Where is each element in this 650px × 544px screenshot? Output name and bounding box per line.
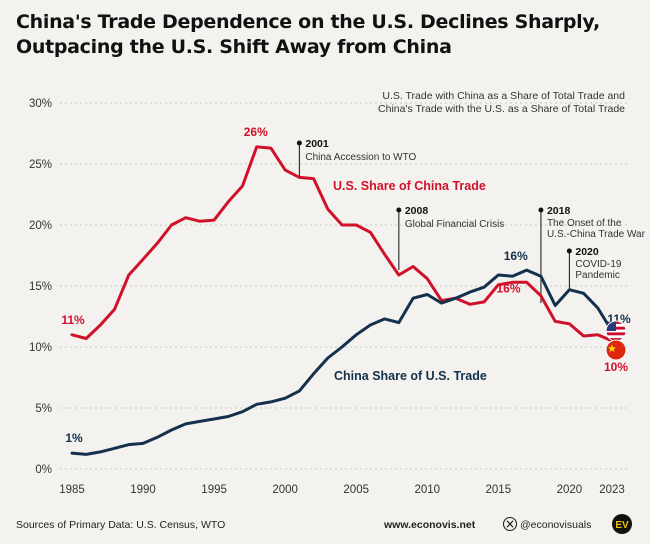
y-tick-label-25: 25%: [29, 159, 52, 171]
chart-subtitle-line2: China's Trade with the U.S. as a Share o…: [378, 103, 625, 115]
y-tick-label-5: 5%: [35, 403, 52, 415]
grid: [60, 102, 630, 470]
chart-title: China's Trade Dependence on the U.S. Dec…: [16, 10, 616, 60]
series-label-china-share-of-us-trade: China Share of U.S. Trade: [334, 369, 487, 383]
annotation-dot-2008: [396, 207, 402, 213]
website-link[interactable]: www.econovis.net: [383, 519, 476, 531]
series-line-us-share-of-china-trade: [70, 145, 614, 343]
annotation-label-2001: China Accession to WTO: [305, 152, 416, 163]
us-flag-icon: [605, 320, 627, 342]
annotation-year-2008: 2008: [405, 205, 429, 217]
y-tick-label-10: 10%: [29, 342, 52, 354]
series-lines: [70, 145, 614, 456]
x-tick-label-2020: 2020: [557, 484, 583, 496]
data-label-2017-china-share: 16%: [504, 249, 528, 263]
annotation-year-2020: 2020: [575, 246, 599, 258]
chart-title-line2: Outpacing the U.S. Shift Away from China: [16, 36, 452, 58]
data-label-1998-us-share: 26%: [244, 125, 268, 139]
data-labels: 11%26%16%10%1%16%11%: [61, 125, 631, 445]
chart-title-line1: China's Trade Dependence on the U.S. Dec…: [16, 11, 600, 33]
econovis-logo: EV: [612, 514, 632, 534]
x-tick-label-2005: 2005: [343, 484, 369, 496]
annotation-dot-2018: [538, 207, 544, 213]
x-tick-label-1995: 1995: [201, 484, 227, 496]
data-label-2023-us-share: 10%: [604, 360, 628, 374]
series-label-us-share-of-china-trade: U.S. Share of China Trade: [333, 179, 486, 193]
y-tick-label-30: 30%: [29, 98, 52, 110]
annotation-2001: 2001 China Accession to WTO: [296, 138, 417, 178]
source-note: Sources of Primary Data: U.S. Census, WT…: [16, 519, 225, 531]
x-tick-label-2010: 2010: [414, 484, 440, 496]
annotation-label-2008: Global Financial Crisis: [405, 219, 504, 230]
x-tick-label-2023: 2023: [599, 484, 625, 496]
x-axis-ticks: 1985 1990 1995 2000 2005 2010 2015 2020 2023: [59, 484, 625, 496]
x-logo-icon: [502, 516, 518, 532]
data-label-2016-us-share: 16%: [497, 281, 521, 295]
x-tick-label-2015: 2015: [486, 484, 512, 496]
annotation-2008: 2008 Global Financial Crisis: [396, 205, 504, 270]
chart-subtitle-line1: U.S. Trade with China as a Share of Tota…: [382, 90, 625, 102]
y-axis-ticks: 0% 5% 10% 15% 20% 25% 30%: [29, 98, 52, 476]
china-flag-icon: [605, 339, 627, 361]
x-tick-label-2000: 2000: [272, 484, 298, 496]
annotation-label-2020: COVID-19 Pandemic: [575, 259, 622, 281]
y-tick-label-20: 20%: [29, 220, 52, 232]
series-line-china-share-of-us-trade: [70, 268, 614, 456]
annotation-dot-2020: [566, 248, 572, 254]
social-handle[interactable]: @econovisuals: [520, 519, 591, 531]
y-tick-label-15: 15%: [29, 281, 52, 293]
econovis-logo-text: EV: [615, 520, 629, 531]
y-tick-label-0: 0%: [35, 464, 52, 476]
data-label-1985-us-share: 11%: [61, 313, 85, 327]
x-tick-label-1990: 1990: [130, 484, 156, 496]
annotation-year-2018: 2018: [547, 205, 571, 217]
annotations: 2001 China Accession to WTO 2008 Global Fin…: [296, 138, 646, 303]
annotation-year-2001: 2001: [305, 138, 329, 150]
data-label-1985-china-share: 1%: [65, 431, 83, 445]
annotation-label-2018: The Onset of the U.S.-China Trade War: [547, 218, 646, 240]
annotation-dot-2001: [296, 140, 302, 146]
x-tick-label-1985: 1985: [59, 484, 85, 496]
